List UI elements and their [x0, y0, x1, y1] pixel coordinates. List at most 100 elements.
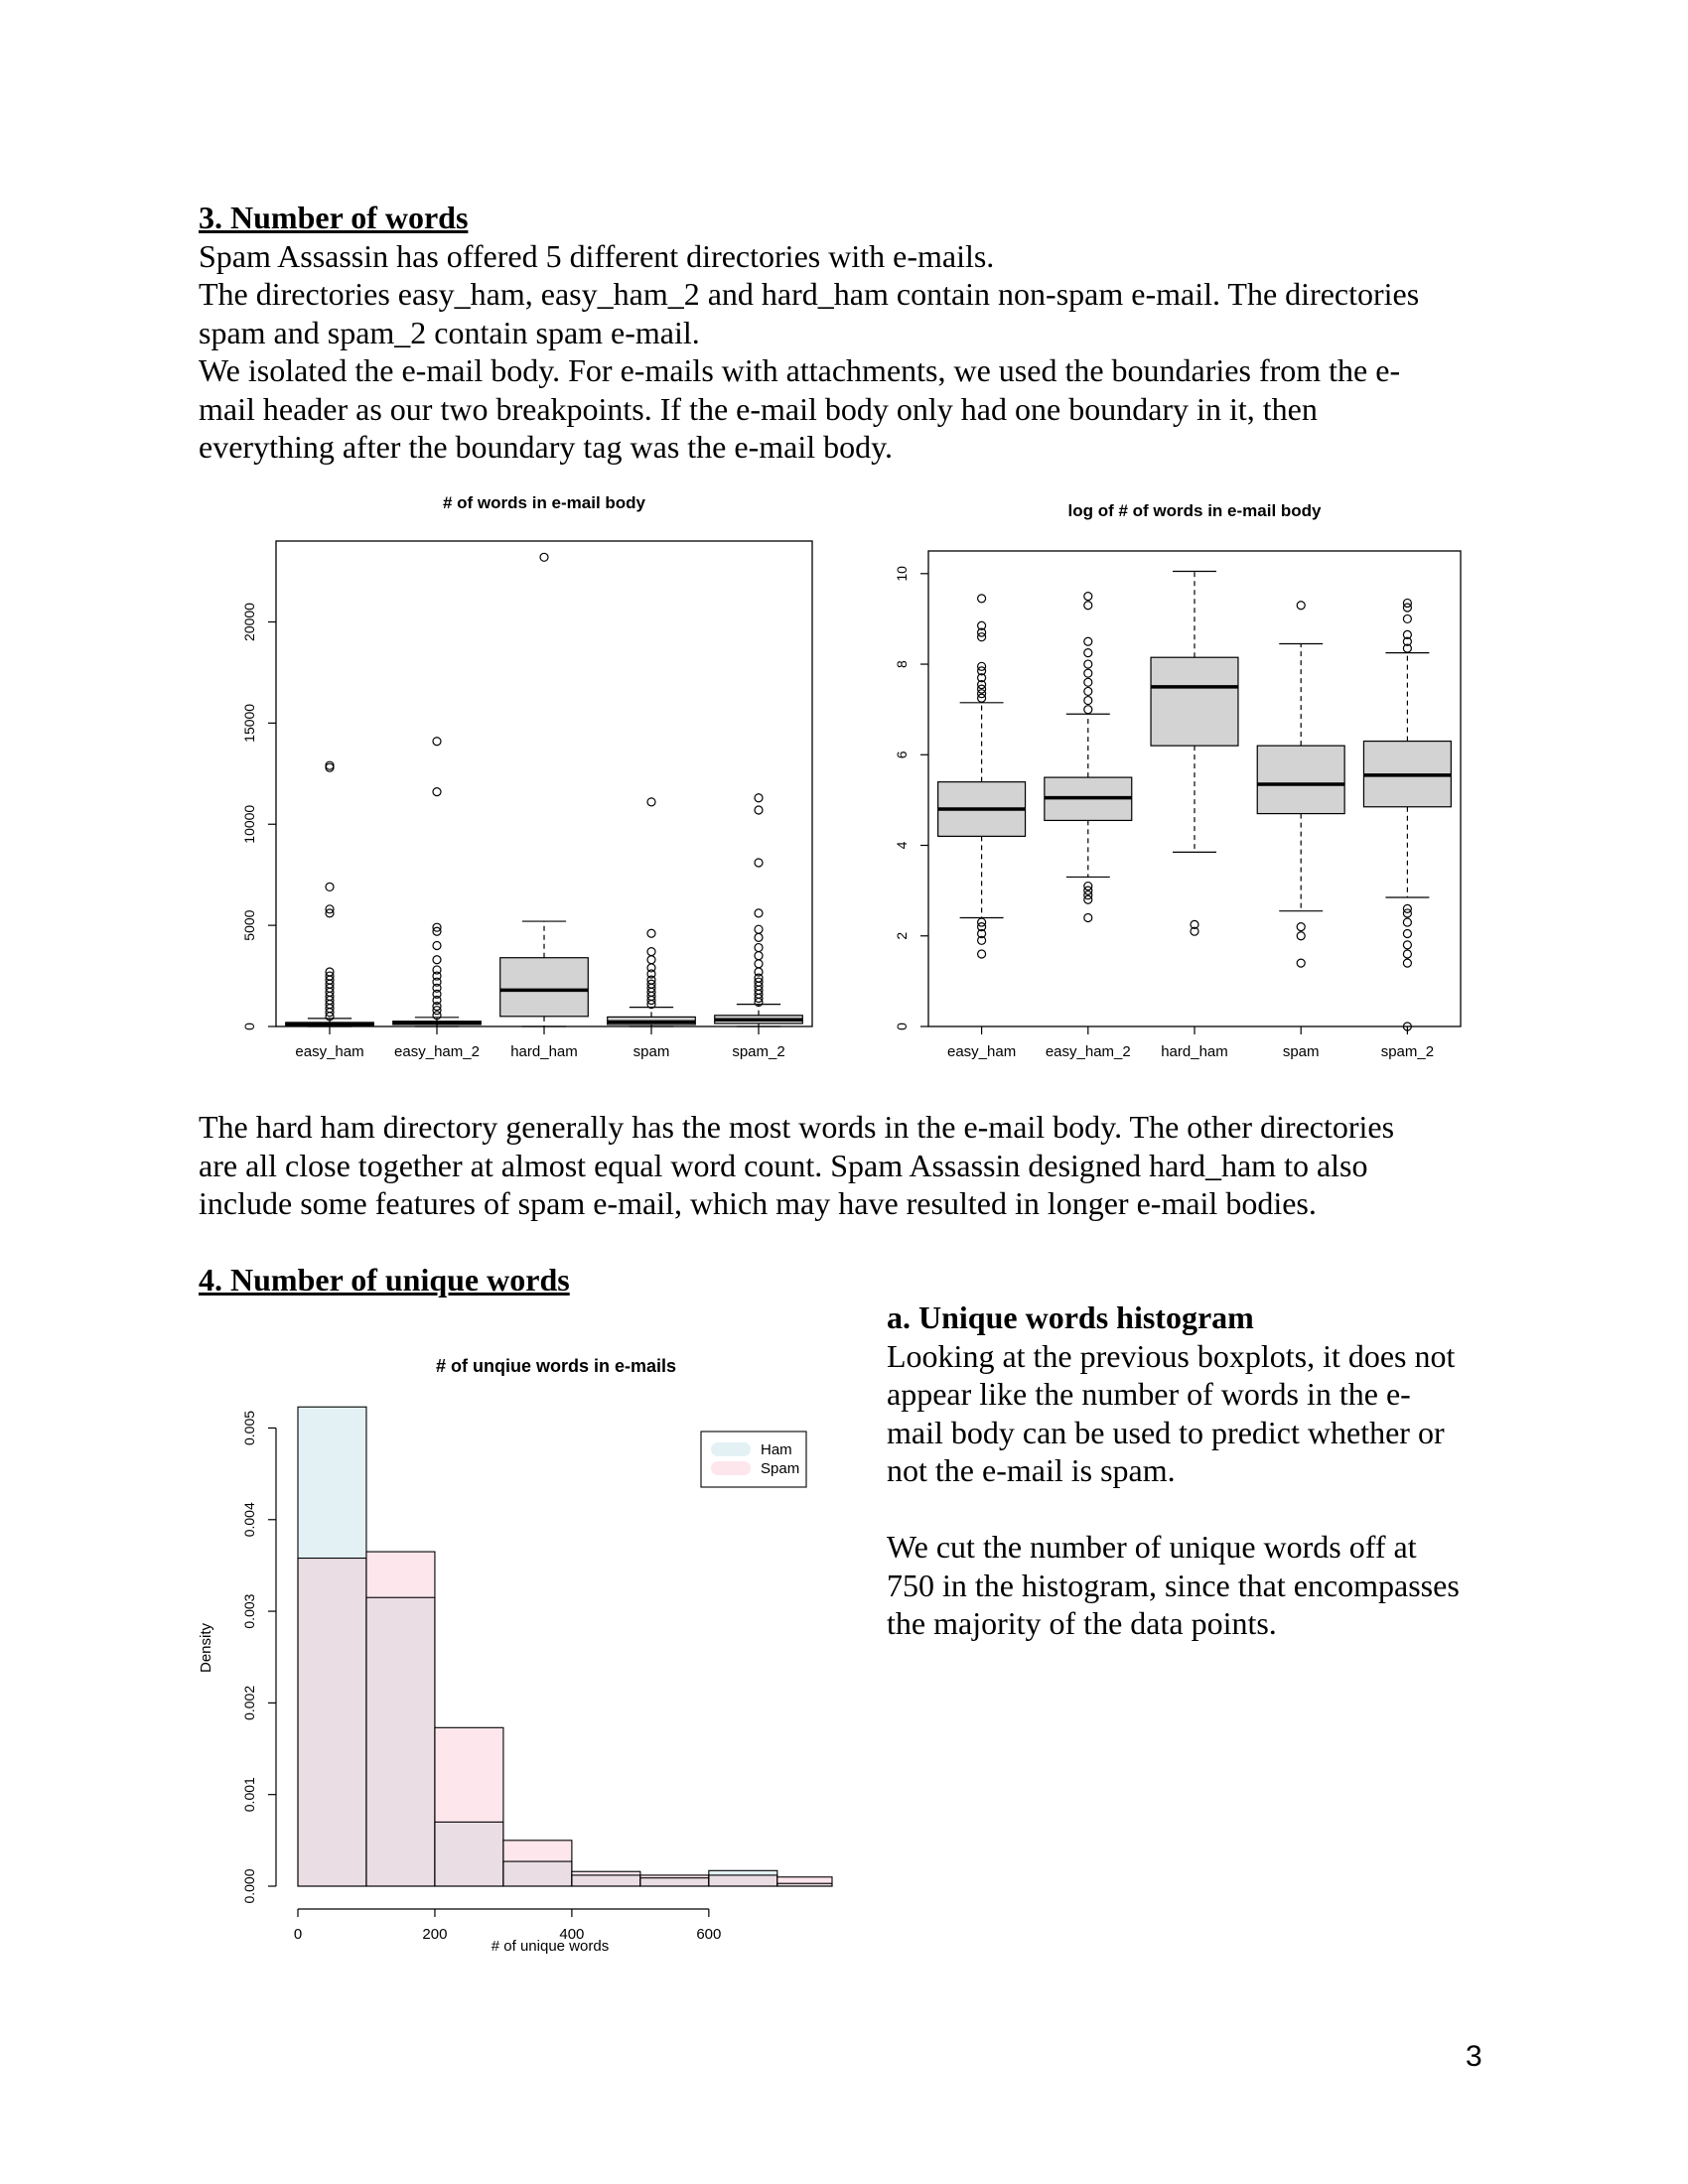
subheading-unique-words-histogram: a. Unique words histogram	[887, 1299, 1254, 1335]
section-heading-unique-words: 4. Number of unique words	[199, 1262, 570, 1297]
histogram-bar-overlap	[298, 1558, 366, 1886]
outlier-point	[976, 949, 987, 959]
outlier-point	[1083, 695, 1093, 706]
outlier-point	[646, 969, 656, 979]
outlier-point	[646, 947, 656, 957]
histogram-bar-spam	[776, 1876, 832, 1884]
outlier-point	[1190, 919, 1199, 929]
outlier-point	[1402, 940, 1413, 950]
outlier-point	[1083, 894, 1093, 904]
outlier-point	[432, 983, 442, 993]
histogram-bar-spam-outline	[434, 1726, 504, 1887]
section-heading-number-of-words: 3. Number of words	[199, 200, 469, 235]
y-tick-label: 2	[894, 932, 910, 940]
paragraph-line: 750 in the histogram, since that encompa…	[887, 1567, 1460, 1603]
y-tick-label: 0.001	[241, 1777, 257, 1812]
paragraph-line: We cut the number of unique words off at	[887, 1529, 1417, 1565]
outlier-point	[976, 661, 987, 671]
outlier-point	[432, 965, 442, 975]
box-iqr-hard_ham	[499, 957, 589, 1018]
outlier-point	[976, 666, 987, 676]
x-axis-label: # of unique words	[492, 1938, 609, 1955]
y-tick-label: 10	[894, 566, 910, 582]
outlier-point	[1402, 917, 1413, 927]
page-number: 3	[1466, 2040, 1482, 2073]
outlier-point	[754, 793, 764, 803]
outlier-point	[1402, 629, 1413, 639]
outlier-point	[325, 967, 335, 977]
paragraph-line: mail header as our two breakpoints. If t…	[199, 390, 1318, 427]
outlier-point	[432, 922, 442, 932]
y-axis-label: Density	[198, 1622, 214, 1673]
analysis-text: The hard ham directory generally has the…	[199, 1108, 1394, 1223]
outlier-point	[1083, 648, 1093, 658]
paragraph-line: appear like the number of words in the e…	[887, 1376, 1411, 1412]
y-tick-label: 0.005	[241, 1411, 257, 1445]
outlier-point	[1402, 958, 1413, 968]
outlier-point	[646, 955, 656, 965]
legend-box	[700, 1431, 807, 1488]
outlier-point	[1402, 908, 1413, 918]
y-tick-label: 0	[894, 1023, 910, 1030]
outlier-point	[976, 922, 987, 932]
paragraph-line: include some features of spam e-mail, wh…	[199, 1185, 1317, 1221]
paragraph-line: are all close together at almost equal w…	[199, 1147, 1368, 1183]
x-tick-label: spam_2	[732, 1043, 784, 1060]
chart-title: log of # of words in e-mail body	[1067, 501, 1322, 520]
outlier-point	[976, 693, 987, 703]
outlier-point	[976, 928, 987, 939]
chart-title: # of words in e-mail body	[443, 493, 646, 512]
x-tick-label: 600	[696, 1926, 721, 1943]
histogram-bar-overlap	[502, 1861, 572, 1886]
outlier-point	[432, 1002, 442, 1012]
paragraph-line: Looking at the previous boxplots, it doe…	[887, 1337, 1456, 1374]
y-tick-label: 0.004	[241, 1502, 257, 1537]
outlier-point	[432, 955, 442, 965]
paragraph-line: The directories easy_ham, easy_ham_2 and…	[199, 276, 1420, 312]
histogram-bar-ham	[298, 1407, 366, 1559]
x-tick-label: 0	[294, 1926, 302, 1943]
histogram-bar-spam	[434, 1727, 503, 1823]
legend-swatch-spam	[711, 1461, 751, 1475]
paragraph-line: not the e-mail is spam.	[887, 1452, 1176, 1488]
outlier-point	[754, 951, 764, 961]
y-tick-label: 20000	[241, 603, 257, 641]
section3-text: 3. Number of words Spam Assassin has off…	[199, 199, 1419, 467]
outlier-point	[1402, 949, 1413, 959]
outlier-point	[754, 959, 764, 969]
paragraph-line: The hard ham directory generally has the…	[199, 1109, 1395, 1145]
outlier-point	[754, 932, 764, 942]
outlier-point	[325, 971, 335, 981]
outlier-point	[754, 977, 764, 987]
outlier-point	[1296, 931, 1306, 941]
outlier-point	[1296, 958, 1306, 968]
y-tick-label: 6	[894, 751, 910, 758]
outlier-point	[432, 940, 442, 951]
outlier-point	[1083, 677, 1093, 687]
box-iqr-hard_ham	[1150, 656, 1239, 747]
x-tick-label: hard_ham	[1161, 1043, 1228, 1060]
outlier-point	[976, 620, 987, 630]
outlier-point	[1402, 903, 1413, 913]
box-iqr-spam	[1256, 745, 1345, 815]
histogram-bar-spam-outline	[776, 1876, 833, 1887]
outlier-point	[1402, 614, 1413, 624]
y-tick-label: 8	[894, 660, 910, 668]
outlier-point	[976, 684, 987, 694]
outlier-point	[432, 971, 442, 981]
paragraph-spacer	[887, 1490, 1460, 1529]
outlier-point	[1402, 928, 1413, 939]
histogram-bar-spam	[571, 1871, 640, 1875]
outlier-point	[976, 689, 987, 699]
histogram-bar-overlap	[434, 1822, 503, 1886]
outlier-point	[1083, 659, 1093, 669]
outlier-point	[432, 737, 442, 747]
outlier-point	[325, 882, 335, 892]
y-tick-label: 0.002	[241, 1686, 257, 1720]
histogram-bar-overlap	[776, 1883, 832, 1886]
chart-title: # of unqiue words in e-mails	[436, 1356, 676, 1376]
outlier-point	[754, 924, 764, 934]
histogram-bar-spam	[502, 1840, 572, 1862]
outlier-point	[646, 975, 656, 985]
